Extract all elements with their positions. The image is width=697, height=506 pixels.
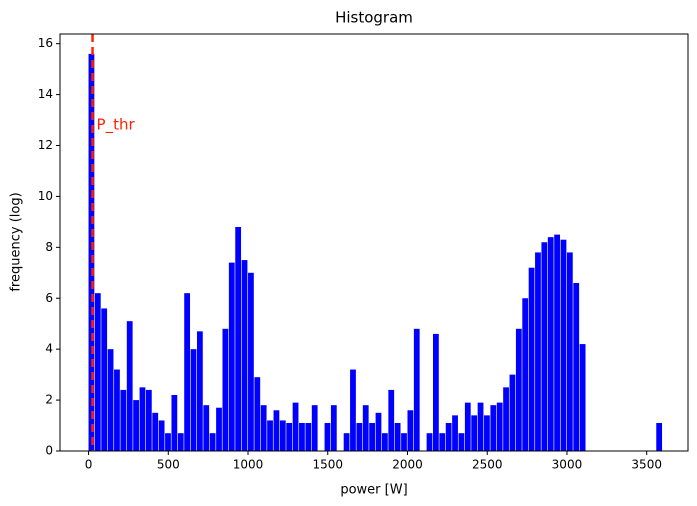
bar [165, 433, 171, 451]
bar [330, 405, 337, 451]
bar [101, 308, 108, 451]
y-tick-label: 12 [38, 138, 53, 152]
bar [496, 402, 503, 451]
bar [94, 293, 101, 451]
bar [292, 402, 299, 451]
y-tick-label: 8 [45, 240, 53, 254]
bar [350, 369, 356, 451]
bar [273, 410, 280, 451]
bar [452, 415, 458, 451]
x-tick-label: 1500 [312, 458, 343, 472]
bar [235, 226, 242, 451]
bar [126, 321, 133, 451]
y-tick-label: 10 [38, 189, 53, 203]
bar [139, 387, 146, 451]
bar [509, 374, 516, 451]
bar [535, 252, 541, 451]
y-tick-label: 6 [45, 291, 53, 305]
bar [216, 407, 222, 451]
bar [228, 262, 235, 451]
x-tick-label: 500 [157, 458, 180, 472]
bar [267, 420, 273, 451]
bar [560, 239, 567, 451]
bar [547, 237, 554, 451]
bar [541, 242, 548, 451]
chart-title: Histogram [335, 9, 413, 27]
bar [107, 349, 114, 451]
bar [471, 415, 478, 451]
bar [222, 328, 229, 451]
bar [369, 422, 375, 451]
bar [381, 433, 388, 451]
bar [190, 349, 197, 451]
bar [375, 412, 382, 451]
bar [248, 272, 254, 451]
bar [515, 328, 522, 451]
bar [171, 394, 178, 451]
bar [88, 53, 95, 451]
bar [241, 260, 248, 451]
y-tick-label: 4 [45, 342, 53, 356]
bar [477, 402, 484, 451]
bar [490, 405, 497, 451]
bar [401, 433, 407, 451]
bar [260, 405, 267, 451]
bar [464, 402, 471, 451]
bar [145, 389, 152, 451]
bar [299, 422, 305, 451]
bar [566, 252, 573, 451]
y-tick-label: 2 [45, 393, 53, 407]
bar [114, 369, 120, 451]
bar [177, 433, 184, 451]
bar [343, 433, 350, 451]
bar [133, 400, 139, 451]
y-tick-label: 14 [38, 87, 53, 101]
x-axis-label: power [W] [340, 483, 407, 498]
bar [305, 422, 312, 451]
bar [407, 410, 414, 451]
axes-frame [59, 33, 689, 452]
bar [254, 377, 261, 451]
bar [158, 420, 165, 451]
bar [484, 415, 490, 451]
bar [120, 389, 127, 451]
bar [196, 331, 203, 451]
bar [184, 293, 191, 451]
y-axis-label: frequency (log) [9, 192, 24, 291]
bar [152, 412, 159, 451]
bar [356, 422, 363, 451]
bar [413, 328, 420, 451]
bar [458, 433, 465, 451]
bar [554, 234, 560, 451]
bar [388, 389, 395, 451]
threshold-label: P_thr [97, 116, 136, 135]
bar [439, 433, 446, 451]
bar [203, 405, 210, 451]
bar [279, 420, 286, 451]
x-tick-label: 0 [85, 458, 93, 472]
x-tick-label: 1000 [233, 458, 264, 472]
y-tick-label: 0 [45, 444, 53, 458]
bar [573, 282, 580, 451]
x-tick-label: 2000 [392, 458, 423, 472]
bar [528, 267, 535, 451]
bar [522, 298, 529, 451]
y-tick-label: 16 [38, 36, 53, 50]
bar [311, 405, 318, 451]
bar [209, 433, 216, 451]
bar [362, 405, 369, 451]
bar [579, 344, 586, 451]
x-tick-label: 3500 [631, 458, 662, 472]
bar [324, 422, 331, 451]
x-tick-label: 2500 [472, 458, 503, 472]
x-tick-label: 3000 [552, 458, 583, 472]
bar [656, 422, 663, 451]
bar [426, 433, 433, 451]
bar [503, 387, 509, 451]
bar [286, 422, 293, 451]
bar [445, 422, 452, 451]
bar [433, 333, 439, 451]
bar [394, 422, 401, 451]
